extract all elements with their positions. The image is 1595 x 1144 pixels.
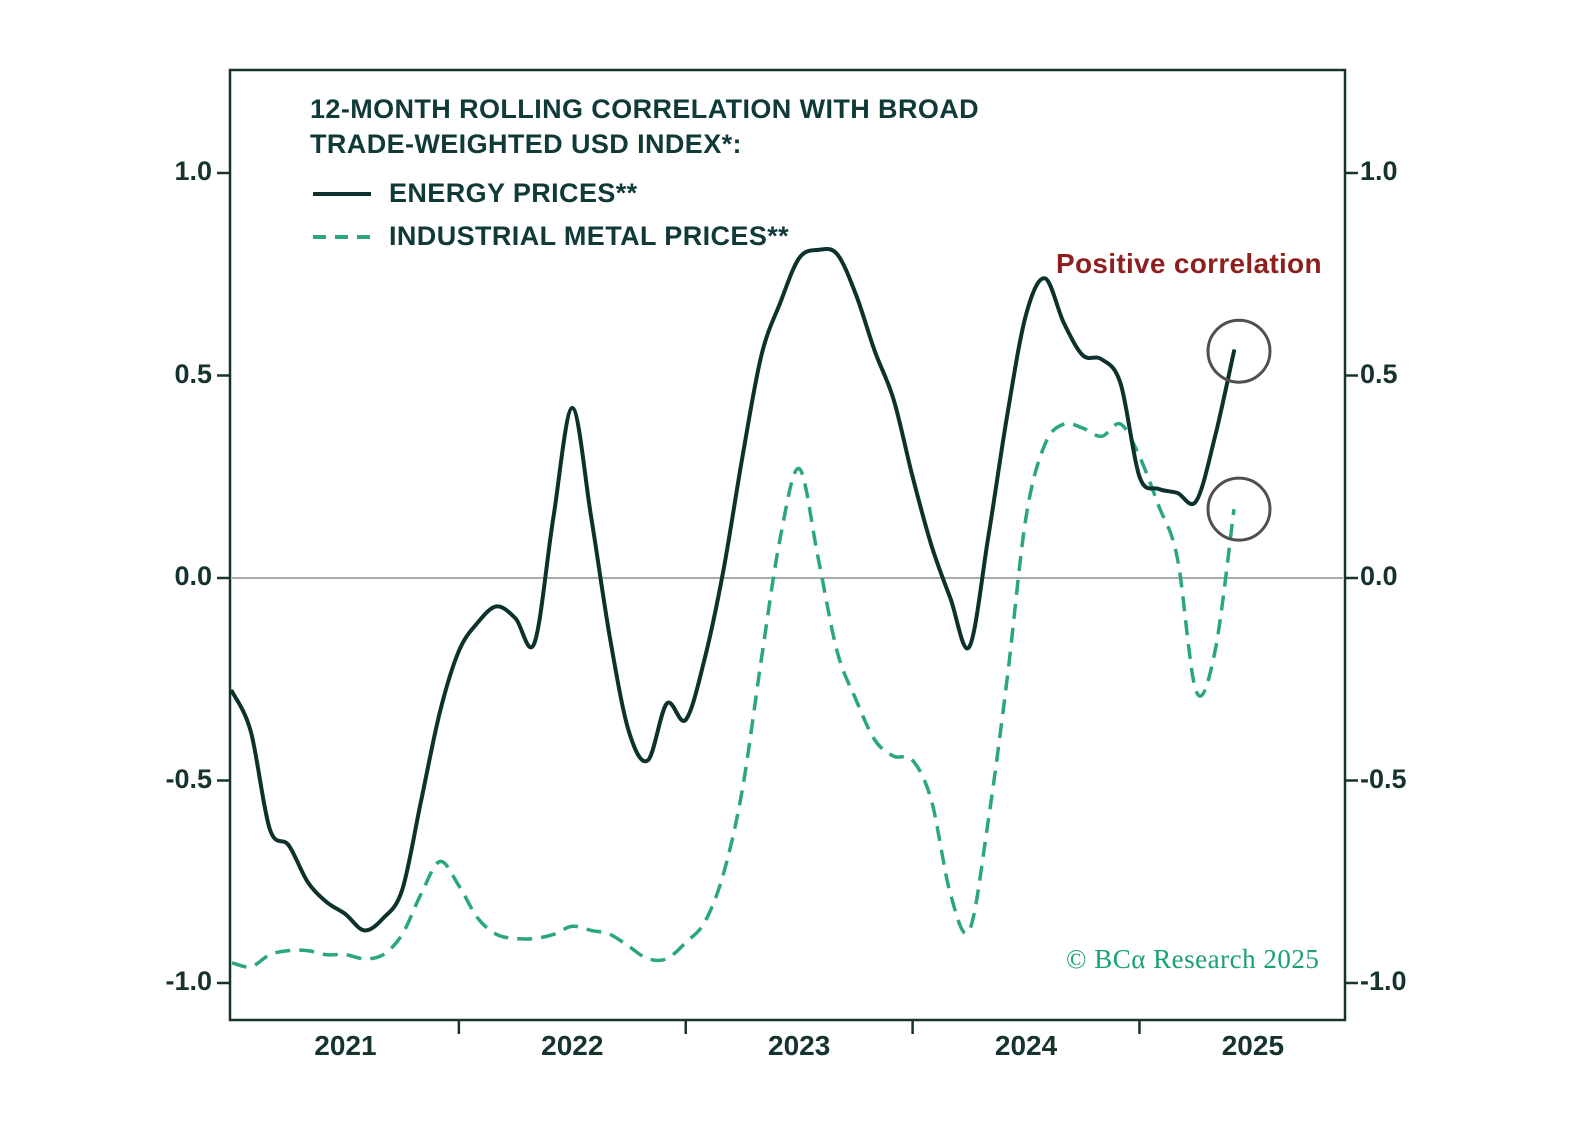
x-tick-label: 2025 [1221, 1030, 1285, 1061]
highlight-circle-energy [1206, 318, 1272, 384]
chart-title-line1: 12-MONTH ROLLING CORRELATION WITH BROAD [310, 94, 980, 124]
y-tick-label-right: 0.5 [1360, 358, 1398, 389]
plot-frame [228, 68, 1347, 1022]
metals-line [231, 421, 1236, 969]
x-tick-label: 2023 [768, 1030, 831, 1061]
legend-label-metals: INDUSTRIAL METAL PRICES** [389, 221, 790, 251]
y-tick-label-left: -1.0 [165, 966, 212, 996]
y-tick-label-right: 0.0 [1360, 561, 1398, 591]
chart-title-line2: TRADE-WEIGHTED USD INDEX*: [310, 129, 742, 159]
energy-line [230, 246, 1236, 933]
y-tick-label-left: -0.5 [165, 763, 212, 794]
y-tick-label-left: 0.0 [174, 561, 212, 591]
y-tick-label-right: -0.5 [1360, 763, 1407, 794]
highlight-circle-metals [1206, 476, 1272, 542]
y-tick-label-left: 0.5 [174, 358, 212, 389]
y-tick-label-right: 1.0 [1360, 156, 1398, 186]
legend-item-energy: ENERGY PRICES** [313, 178, 789, 209]
y-tick-label-right: -1.0 [1360, 966, 1407, 996]
x-tick-label: 2024 [994, 1030, 1058, 1061]
y-tick-label-left: 1.0 [174, 156, 212, 186]
positive-correlation-annotation: Positive correlation [1056, 248, 1322, 279]
legend-label-energy: ENERGY PRICES** [389, 178, 638, 208]
energy-line-swatch [313, 191, 371, 196]
copyright-notice: © BCα Research 2025 [1066, 944, 1320, 974]
x-tick-label: 2021 [314, 1030, 377, 1061]
legend: ENERGY PRICES** INDUSTRIAL METAL PRICES*… [313, 178, 789, 264]
chart-title: 12-MONTH ROLLING CORRELATION WITH BROAD … [310, 92, 979, 162]
legend-item-metals: INDUSTRIAL METAL PRICES** [313, 221, 789, 252]
metals-line-swatch [313, 234, 371, 239]
x-tick-label: 2022 [541, 1030, 604, 1061]
